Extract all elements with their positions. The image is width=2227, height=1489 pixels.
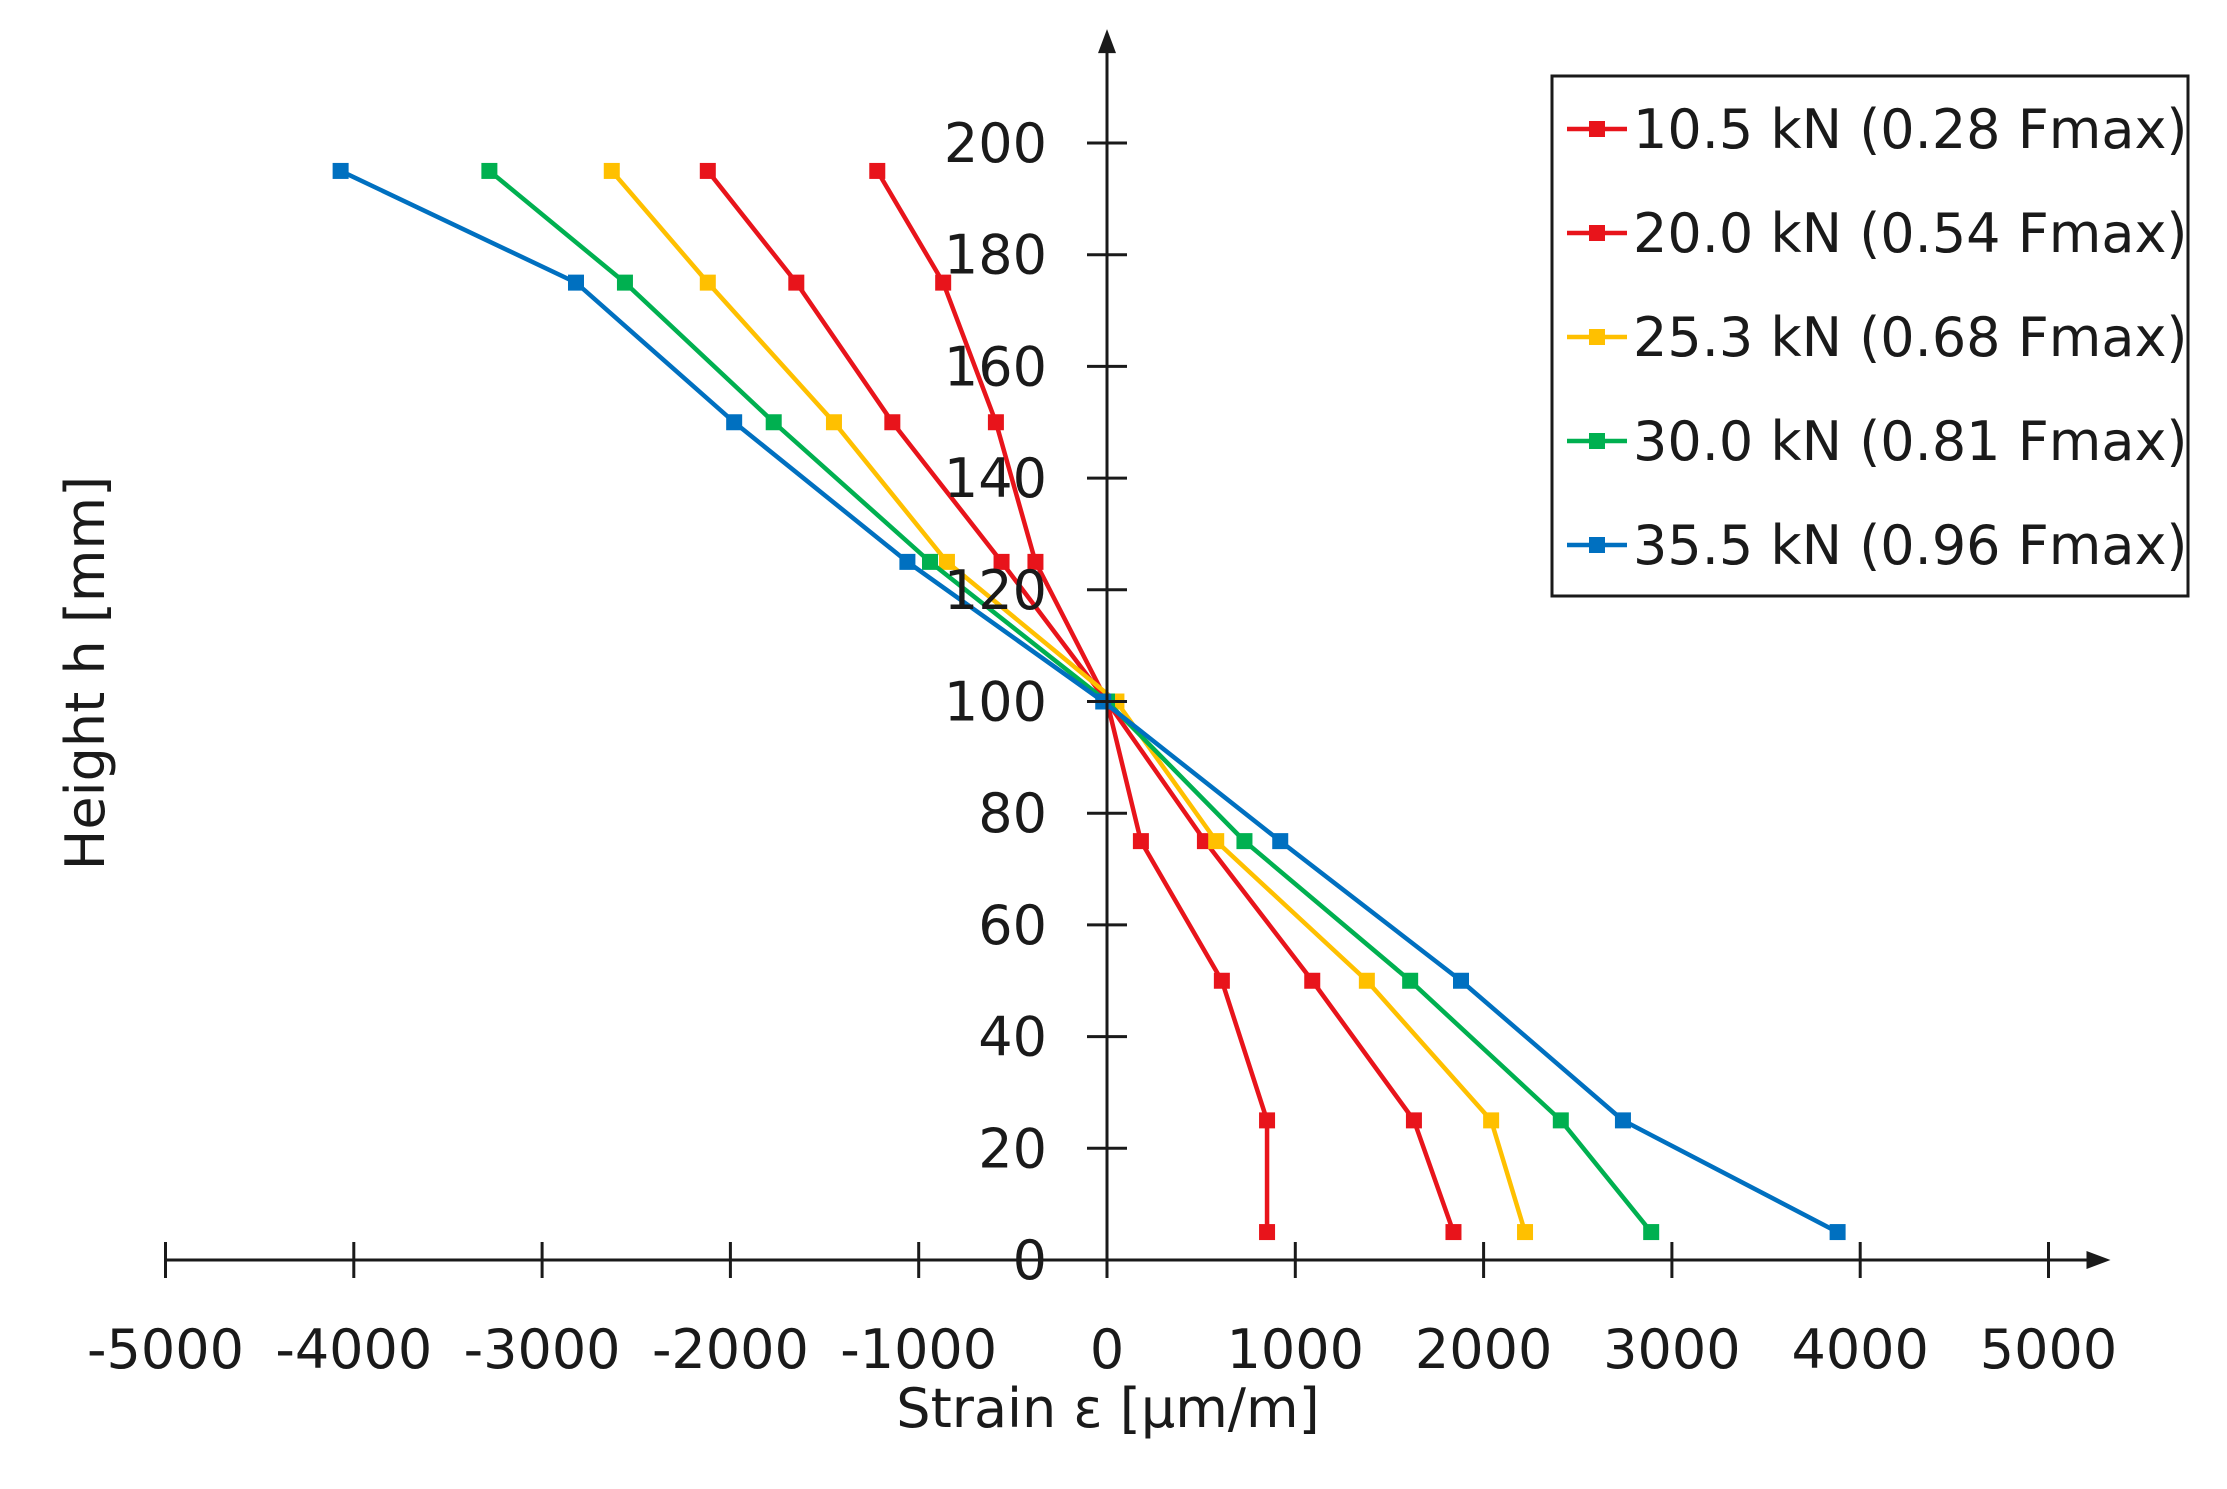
data-point [1614, 1112, 1631, 1129]
data-point [899, 553, 916, 570]
x-tick-label: 1000 [1227, 1318, 1364, 1381]
legend-swatch-marker [1589, 433, 1605, 449]
x-tick-label: -1000 [840, 1318, 997, 1381]
x-tick-label: 3000 [1603, 1318, 1740, 1381]
data-point [1304, 972, 1321, 989]
series-line [875, 169, 1270, 1233]
data-point [765, 414, 782, 431]
x-tick-label: -2000 [652, 1318, 809, 1381]
legend-label: 30.0 kN (0.81 Fmax) [1633, 410, 2187, 473]
data-point [726, 414, 743, 431]
series-1 [869, 162, 1276, 1241]
data-point [567, 274, 584, 291]
data-point [332, 162, 349, 179]
x-tick-label: 2000 [1415, 1318, 1552, 1381]
y-tick-label: 80 [978, 782, 1047, 845]
data-point [1259, 1112, 1276, 1129]
y-tick-label: 40 [978, 1006, 1047, 1069]
data-point [1453, 972, 1470, 989]
data-point [1552, 1112, 1569, 1129]
data-point [1643, 1224, 1660, 1241]
y-tick-label: 200 [944, 112, 1047, 175]
data-point [1132, 833, 1149, 850]
y-tick-label: 20 [978, 1117, 1047, 1180]
data-point [1829, 1224, 1846, 1241]
x-tick-label: -5000 [87, 1318, 244, 1381]
data-point [1027, 553, 1044, 570]
x-tick-label: 4000 [1791, 1318, 1928, 1381]
legend-entry: 20.0 kN (0.54 Fmax) [1567, 202, 2187, 265]
y-tick-label: 100 [944, 671, 1047, 734]
data-point [699, 162, 716, 179]
data-point [1402, 972, 1419, 989]
x-axis-title: Strain ε [µm/m] [896, 1377, 1319, 1440]
data-point [1445, 1224, 1462, 1241]
data-point [1213, 972, 1230, 989]
y-tick-label: 60 [978, 894, 1047, 957]
legend-entry: 35.5 kN (0.96 Fmax) [1567, 514, 2187, 577]
legend-label: 20.0 kN (0.54 Fmax) [1633, 202, 2187, 265]
data-point [481, 162, 498, 179]
y-tick-label: 160 [944, 335, 1047, 398]
legend-box [1550, 74, 2190, 598]
series-line [706, 169, 1456, 1233]
data-point [884, 414, 901, 431]
x-tick-label: 0 [1090, 1318, 1124, 1381]
data-point [1358, 972, 1375, 989]
data-point [1483, 1112, 1500, 1129]
data-point [938, 553, 955, 570]
data-point [1208, 833, 1225, 850]
data-point [699, 274, 716, 291]
series-2 [699, 162, 1462, 1241]
data-point [921, 553, 938, 570]
data-point [825, 414, 842, 431]
data-point [993, 553, 1010, 570]
axes-layer: -5000 -4000 -3000 -2000 -1000 0 1000 2000 3000 40… [87, 29, 2117, 1381]
data-point [1236, 833, 1253, 850]
data-point [1272, 833, 1289, 850]
legend-entry: 10.5 kN (0.28 Fmax) [1567, 98, 2187, 161]
legend: 10.5 kN (0.28 Fmax) 20.0 kN (0.54 Fmax) 25… [1550, 74, 2190, 598]
data-point [603, 162, 620, 179]
legend-label: 35.5 kN (0.96 Fmax) [1633, 514, 2187, 577]
data-point [1405, 1112, 1422, 1129]
legend-swatch-marker [1589, 121, 1605, 137]
data-point [869, 162, 886, 179]
x-tick-label: -3000 [464, 1318, 621, 1381]
legend-label: 25.3 kN (0.68 Fmax) [1633, 306, 2187, 369]
legend-swatch-marker [1589, 225, 1605, 241]
y-tick-label: 180 [944, 224, 1047, 287]
legend-entry: 30.0 kN (0.81 Fmax) [1567, 410, 2187, 473]
data-point [616, 274, 633, 291]
data-point [1259, 1224, 1276, 1241]
x-axis-arrow [2086, 1251, 2111, 1269]
x-tick-label: -4000 [275, 1318, 432, 1381]
legend-swatch-marker [1589, 537, 1605, 553]
data-point [935, 274, 952, 291]
series-4 [481, 162, 1660, 1241]
y-tick-label: 120 [944, 559, 1047, 622]
data-point [1517, 1224, 1534, 1241]
y-axis-title: Height h [mm] [54, 476, 117, 870]
series-line [487, 169, 1653, 1234]
y-tick-label: 140 [944, 447, 1047, 510]
series-3 [603, 162, 1534, 1241]
x-tick-label: 5000 [1980, 1318, 2117, 1381]
legend-label: 10.5 kN (0.28 Fmax) [1633, 98, 2187, 161]
y-axis-arrow [1098, 29, 1116, 54]
y-tick-label: 0 [1013, 1229, 1047, 1292]
legend-entry: 25.3 kN (0.68 Fmax) [1567, 306, 2187, 369]
data-point [987, 414, 1004, 431]
data-point [788, 274, 805, 291]
series-line [610, 169, 1528, 1233]
legend-swatch-marker [1589, 329, 1605, 345]
